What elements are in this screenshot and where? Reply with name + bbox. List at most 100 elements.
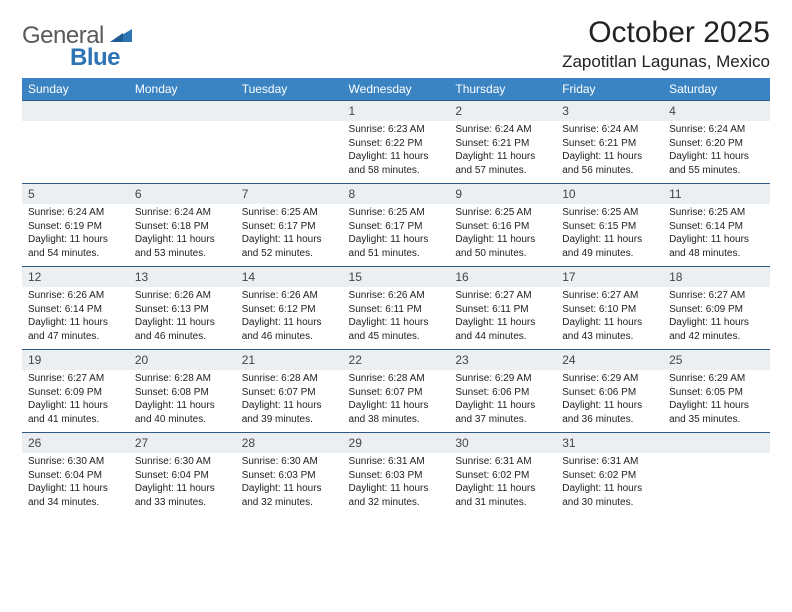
day-data-row: Sunrise: 6:30 AM Sunset: 6:04 PM Daylight:… xyxy=(22,453,770,515)
day-data-cell: Sunrise: 6:27 AMSunset: 6:09 PMDaylight:… xyxy=(663,287,770,350)
sunrise-text: Sunrise: 6:26 AM xyxy=(28,289,123,303)
sunrise-text: Sunrise: 6:27 AM xyxy=(669,289,764,303)
sunset-text: Sunset: 6:03 PM xyxy=(349,469,444,483)
day-data-cell: Sunrise: 6:26 AMSunset: 6:13 PMDaylight:… xyxy=(129,287,236,350)
sunset-text: Sunset: 6:10 PM xyxy=(562,303,657,317)
day-data-cell: Sunrise: 6:30 AMSunset: 6:03 PMDaylight:… xyxy=(236,453,343,515)
day-number-cell: 11 xyxy=(663,184,770,205)
day-data-cell: Sunrise: 6:27 AMSunset: 6:10 PMDaylight:… xyxy=(556,287,663,350)
sunset-text: Sunset: 6:18 PM xyxy=(135,220,230,234)
day-data-row: Sunrise: 6:23 AMSunset: 6:22 PMDaylight:… xyxy=(22,121,770,184)
weekday-header: Friday xyxy=(556,78,663,101)
sunrise-text: Sunrise: 6:28 AM xyxy=(242,372,337,386)
daynum-row: 12131415161718 xyxy=(22,267,770,288)
daylight-text: Daylight: 11 hours and 52 minutes. xyxy=(242,233,337,260)
sunrise-text: Sunrise: 6:28 AM xyxy=(349,372,444,386)
day-data-cell: Sunrise: 6:26 AMSunset: 6:12 PMDaylight:… xyxy=(236,287,343,350)
sunrise-text: Sunrise: 6:31 AM xyxy=(455,455,550,469)
day-number-cell: 29 xyxy=(343,433,450,454)
daylight-text: Daylight: 11 hours and 57 minutes. xyxy=(455,150,550,177)
daylight-text: Daylight: 11 hours and 45 minutes. xyxy=(349,316,444,343)
day-number-cell: 9 xyxy=(449,184,556,205)
sunrise-text: Sunrise: 6:29 AM xyxy=(669,372,764,386)
daynum-row: 1234 xyxy=(22,101,770,122)
sunrise-text: Sunrise: 6:30 AM xyxy=(242,455,337,469)
day-data-cell: Sunrise: 6:28 AMSunset: 6:08 PMDaylight:… xyxy=(129,370,236,433)
day-data-row: Sunrise: 6:27 AMSunset: 6:09 PMDaylight:… xyxy=(22,370,770,433)
day-data-cell: Sunrise: 6:28 AMSunset: 6:07 PMDaylight:… xyxy=(343,370,450,433)
sunset-text: Sunset: 6:15 PM xyxy=(562,220,657,234)
sunrise-text: Sunrise: 6:26 AM xyxy=(135,289,230,303)
day-data-cell: Sunrise: 6:25 AMSunset: 6:16 PMDaylight:… xyxy=(449,204,556,267)
daylight-text: Daylight: 11 hours and 36 minutes. xyxy=(562,399,657,426)
sunrise-text: Sunrise: 6:23 AM xyxy=(349,123,444,137)
sunset-text: Sunset: 6:02 PM xyxy=(562,469,657,483)
day-number-cell xyxy=(129,101,236,122)
sunrise-text: Sunrise: 6:25 AM xyxy=(562,206,657,220)
day-number-cell xyxy=(663,433,770,454)
sunrise-text: Sunrise: 6:27 AM xyxy=(28,372,123,386)
weekday-header: Sunday xyxy=(22,78,129,101)
day-data-cell: Sunrise: 6:31 AMSunset: 6:02 PMDaylight:… xyxy=(449,453,556,515)
day-data-cell: Sunrise: 6:29 AMSunset: 6:06 PMDaylight:… xyxy=(556,370,663,433)
day-data-cell: Sunrise: 6:26 AMSunset: 6:11 PMDaylight:… xyxy=(343,287,450,350)
sunrise-text: Sunrise: 6:26 AM xyxy=(242,289,337,303)
day-data-cell xyxy=(663,453,770,515)
day-number-cell: 17 xyxy=(556,267,663,288)
sunset-text: Sunset: 6:07 PM xyxy=(242,386,337,400)
day-number-cell: 31 xyxy=(556,433,663,454)
daylight-text: Daylight: 11 hours and 39 minutes. xyxy=(242,399,337,426)
day-data-cell: Sunrise: 6:27 AMSunset: 6:11 PMDaylight:… xyxy=(449,287,556,350)
sunrise-text: Sunrise: 6:24 AM xyxy=(135,206,230,220)
sunset-text: Sunset: 6:06 PM xyxy=(562,386,657,400)
day-number-cell xyxy=(236,101,343,122)
day-data-cell: Sunrise: 6:28 AMSunset: 6:07 PMDaylight:… xyxy=(236,370,343,433)
daynum-row: 262728293031 xyxy=(22,433,770,454)
day-number-cell: 23 xyxy=(449,350,556,371)
day-number-cell: 2 xyxy=(449,101,556,122)
logo-triangle-icon xyxy=(110,28,132,42)
sunrise-text: Sunrise: 6:29 AM xyxy=(562,372,657,386)
sunset-text: Sunset: 6:04 PM xyxy=(135,469,230,483)
daylight-text: Daylight: 11 hours and 53 minutes. xyxy=(135,233,230,260)
day-number-cell: 10 xyxy=(556,184,663,205)
weekday-header-row: Sunday Monday Tuesday Wednesday Thursday… xyxy=(22,78,770,101)
daylight-text: Daylight: 11 hours and 44 minutes. xyxy=(455,316,550,343)
day-data-cell: Sunrise: 6:25 AMSunset: 6:15 PMDaylight:… xyxy=(556,204,663,267)
sunset-text: Sunset: 6:05 PM xyxy=(669,386,764,400)
day-data-cell: Sunrise: 6:27 AMSunset: 6:09 PMDaylight:… xyxy=(22,370,129,433)
sunset-text: Sunset: 6:17 PM xyxy=(242,220,337,234)
day-data-cell: Sunrise: 6:30 AMSunset: 6:04 PMDaylight:… xyxy=(129,453,236,515)
sunrise-text: Sunrise: 6:25 AM xyxy=(349,206,444,220)
daylight-text: Daylight: 11 hours and 41 minutes. xyxy=(28,399,123,426)
day-data-cell: Sunrise: 6:25 AMSunset: 6:17 PMDaylight:… xyxy=(343,204,450,267)
sunset-text: Sunset: 6:09 PM xyxy=(669,303,764,317)
daylight-text: Daylight: 11 hours and 30 minutes. xyxy=(562,482,657,509)
day-number-cell: 18 xyxy=(663,267,770,288)
weekday-header: Tuesday xyxy=(236,78,343,101)
weekday-header: Saturday xyxy=(663,78,770,101)
daylight-text: Daylight: 11 hours and 49 minutes. xyxy=(562,233,657,260)
sunset-text: Sunset: 6:20 PM xyxy=(669,137,764,151)
weekday-header: Thursday xyxy=(449,78,556,101)
day-data-cell: Sunrise: 6:24 AMSunset: 6:18 PMDaylight:… xyxy=(129,204,236,267)
daylight-text: Daylight: 11 hours and 50 minutes. xyxy=(455,233,550,260)
logo: GeneralBlue xyxy=(22,22,162,70)
page-title: October 2025 xyxy=(562,16,770,50)
day-number-cell: 20 xyxy=(129,350,236,371)
day-data-cell: Sunrise: 6:25 AMSunset: 6:14 PMDaylight:… xyxy=(663,204,770,267)
day-data-cell xyxy=(22,121,129,184)
daynum-row: 567891011 xyxy=(22,184,770,205)
sunset-text: Sunset: 6:13 PM xyxy=(135,303,230,317)
day-number-cell: 14 xyxy=(236,267,343,288)
sunset-text: Sunset: 6:11 PM xyxy=(455,303,550,317)
day-data-cell xyxy=(236,121,343,184)
sunset-text: Sunset: 6:12 PM xyxy=(242,303,337,317)
day-data-cell: Sunrise: 6:31 AMSunset: 6:02 PMDaylight:… xyxy=(556,453,663,515)
sunset-text: Sunset: 6:09 PM xyxy=(28,386,123,400)
day-number-cell: 8 xyxy=(343,184,450,205)
sunrise-text: Sunrise: 6:24 AM xyxy=(669,123,764,137)
sunset-text: Sunset: 6:14 PM xyxy=(28,303,123,317)
day-number-cell: 5 xyxy=(22,184,129,205)
daylight-text: Daylight: 11 hours and 38 minutes. xyxy=(349,399,444,426)
